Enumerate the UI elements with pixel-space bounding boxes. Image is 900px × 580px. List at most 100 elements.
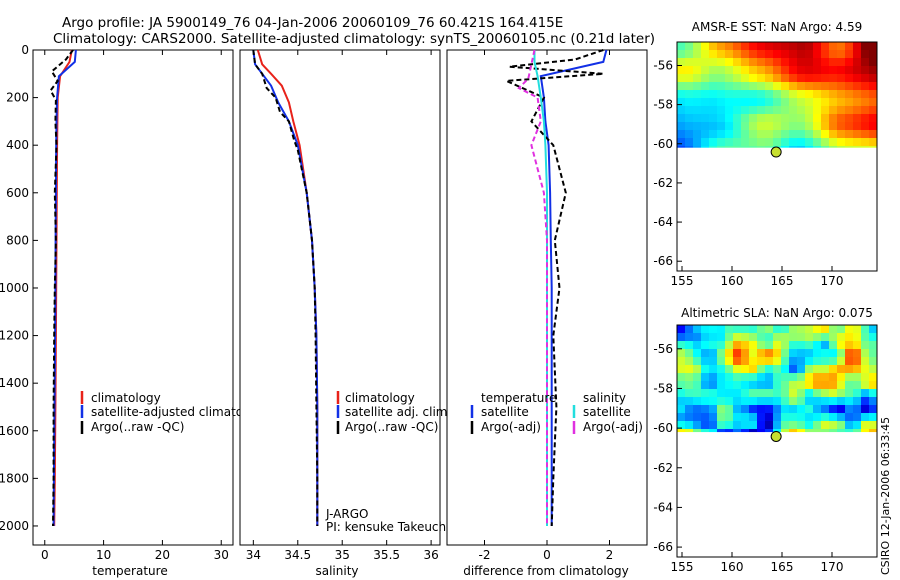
heatmap-cell [853,405,861,413]
heatmap-cell [853,42,861,50]
salinity-legend: climatology satellite adj. clim. Argo(..… [336,391,451,434]
heatmap-cell [829,421,837,429]
heatmap-cell [709,333,717,341]
heatmap-cell [789,421,797,429]
y-tick-label: 1800 [0,471,29,485]
heatmap-cell [693,82,701,90]
heatmap-cell [765,365,773,373]
heatmap-cell [821,429,829,433]
heatmap-cell [733,114,741,122]
heatmap-cell [853,106,861,114]
heatmap-cell [845,130,853,138]
heatmap-cell [853,74,861,82]
heatmap-cell [781,349,789,357]
heatmap-cell [773,405,781,413]
heatmap-cell [773,429,781,433]
heatmap-cell [749,50,757,58]
sla-argo-float-marker [770,430,782,442]
heatmap-cell [869,365,877,373]
x-tick-label: 36 [423,548,438,562]
heatmap-cell [845,373,853,381]
heatmap-cell [797,341,805,349]
heatmap-cell [733,106,741,114]
heatmap-cell [869,106,877,114]
heatmap-cell [805,397,813,405]
heatmap-cell [741,333,749,341]
heatmap-cell [829,365,837,373]
heatmap-cell [757,74,765,82]
heatmap-cell [781,66,789,74]
legend-label: Argo(..raw -QC) [91,420,184,434]
heatmap-cell [773,66,781,74]
heatmap-cell [693,106,701,114]
heatmap-cell [837,82,845,90]
heatmap-cell [677,365,685,373]
heatmap-cell [709,325,717,333]
heatmap-cell [789,106,797,114]
heatmap-cell [869,98,877,106]
heatmap-cell [693,381,701,389]
y-tick-label: -62 [653,176,673,190]
x-tick-label: 155 [671,274,694,288]
heatmap-cell [685,389,693,397]
heatmap-cell [733,349,741,357]
heatmap-cell [861,365,869,373]
legend-header-temperature: temperature [481,391,556,405]
heatmap-cell [813,397,821,405]
heatmap-cell [693,341,701,349]
heatmap-cell [789,58,797,66]
heatmap-cell [861,349,869,357]
heatmap-cell [813,365,821,373]
heatmap-cell [797,373,805,381]
heatmap-cell [717,130,725,138]
heatmap-cell [837,373,845,381]
heatmap-cell [853,341,861,349]
series-line-salinity-argo-adj- [517,49,548,526]
y-tick-label: 400 [6,138,29,152]
heatmap-cell [701,122,709,130]
heatmap-cell [677,413,685,421]
heatmap-cell [861,341,869,349]
heatmap-cell [693,421,701,429]
heatmap-cell [789,333,797,341]
x-tick-label: 34 [246,548,261,562]
heatmap-cell [725,114,733,122]
heatmap-cell [821,325,829,333]
heatmap-cell [765,373,773,381]
heatmap-cell [821,114,829,122]
heatmap-cell [821,130,829,138]
heatmap-cell [853,130,861,138]
legend-label: Argo(-adj) [583,420,643,434]
heatmap-cell [749,42,757,50]
heatmap-cell [741,349,749,357]
legend-label: climatology [345,391,415,405]
heatmap-cell [813,413,821,421]
temperature-x-ticks: 0 10 20 30 [41,50,229,562]
heatmap-cell [749,333,757,341]
heatmap-cell [797,58,805,66]
heatmap-cell [701,74,709,82]
heatmap-cell [805,413,813,421]
heatmap-cell [813,66,821,74]
heatmap-cell [861,389,869,397]
heatmap-cell [701,373,709,381]
heatmap-cell [869,405,877,413]
figure-title-line1: Argo profile: JA 5900149_76 04-Jan-2006 … [62,15,563,31]
heatmap-cell [869,381,877,389]
heatmap-cell [757,146,765,148]
heatmap-cell [789,397,797,405]
heatmap-cell [685,82,693,90]
heatmap-cell [845,341,853,349]
heatmap-cell [709,130,717,138]
heatmap-cell [693,138,701,146]
heatmap-cell [845,122,853,130]
y-tick-label: -66 [653,540,673,554]
heatmap-cell [741,357,749,365]
heatmap-cell [685,106,693,114]
heatmap-cell [789,405,797,413]
heatmap-cell [821,389,829,397]
sla-map-panel: Altimetric SLA: NaN Argo: 0.075 155 160 16… [653,306,878,574]
heatmap-cell [717,114,725,122]
heatmap-cell [677,122,685,130]
